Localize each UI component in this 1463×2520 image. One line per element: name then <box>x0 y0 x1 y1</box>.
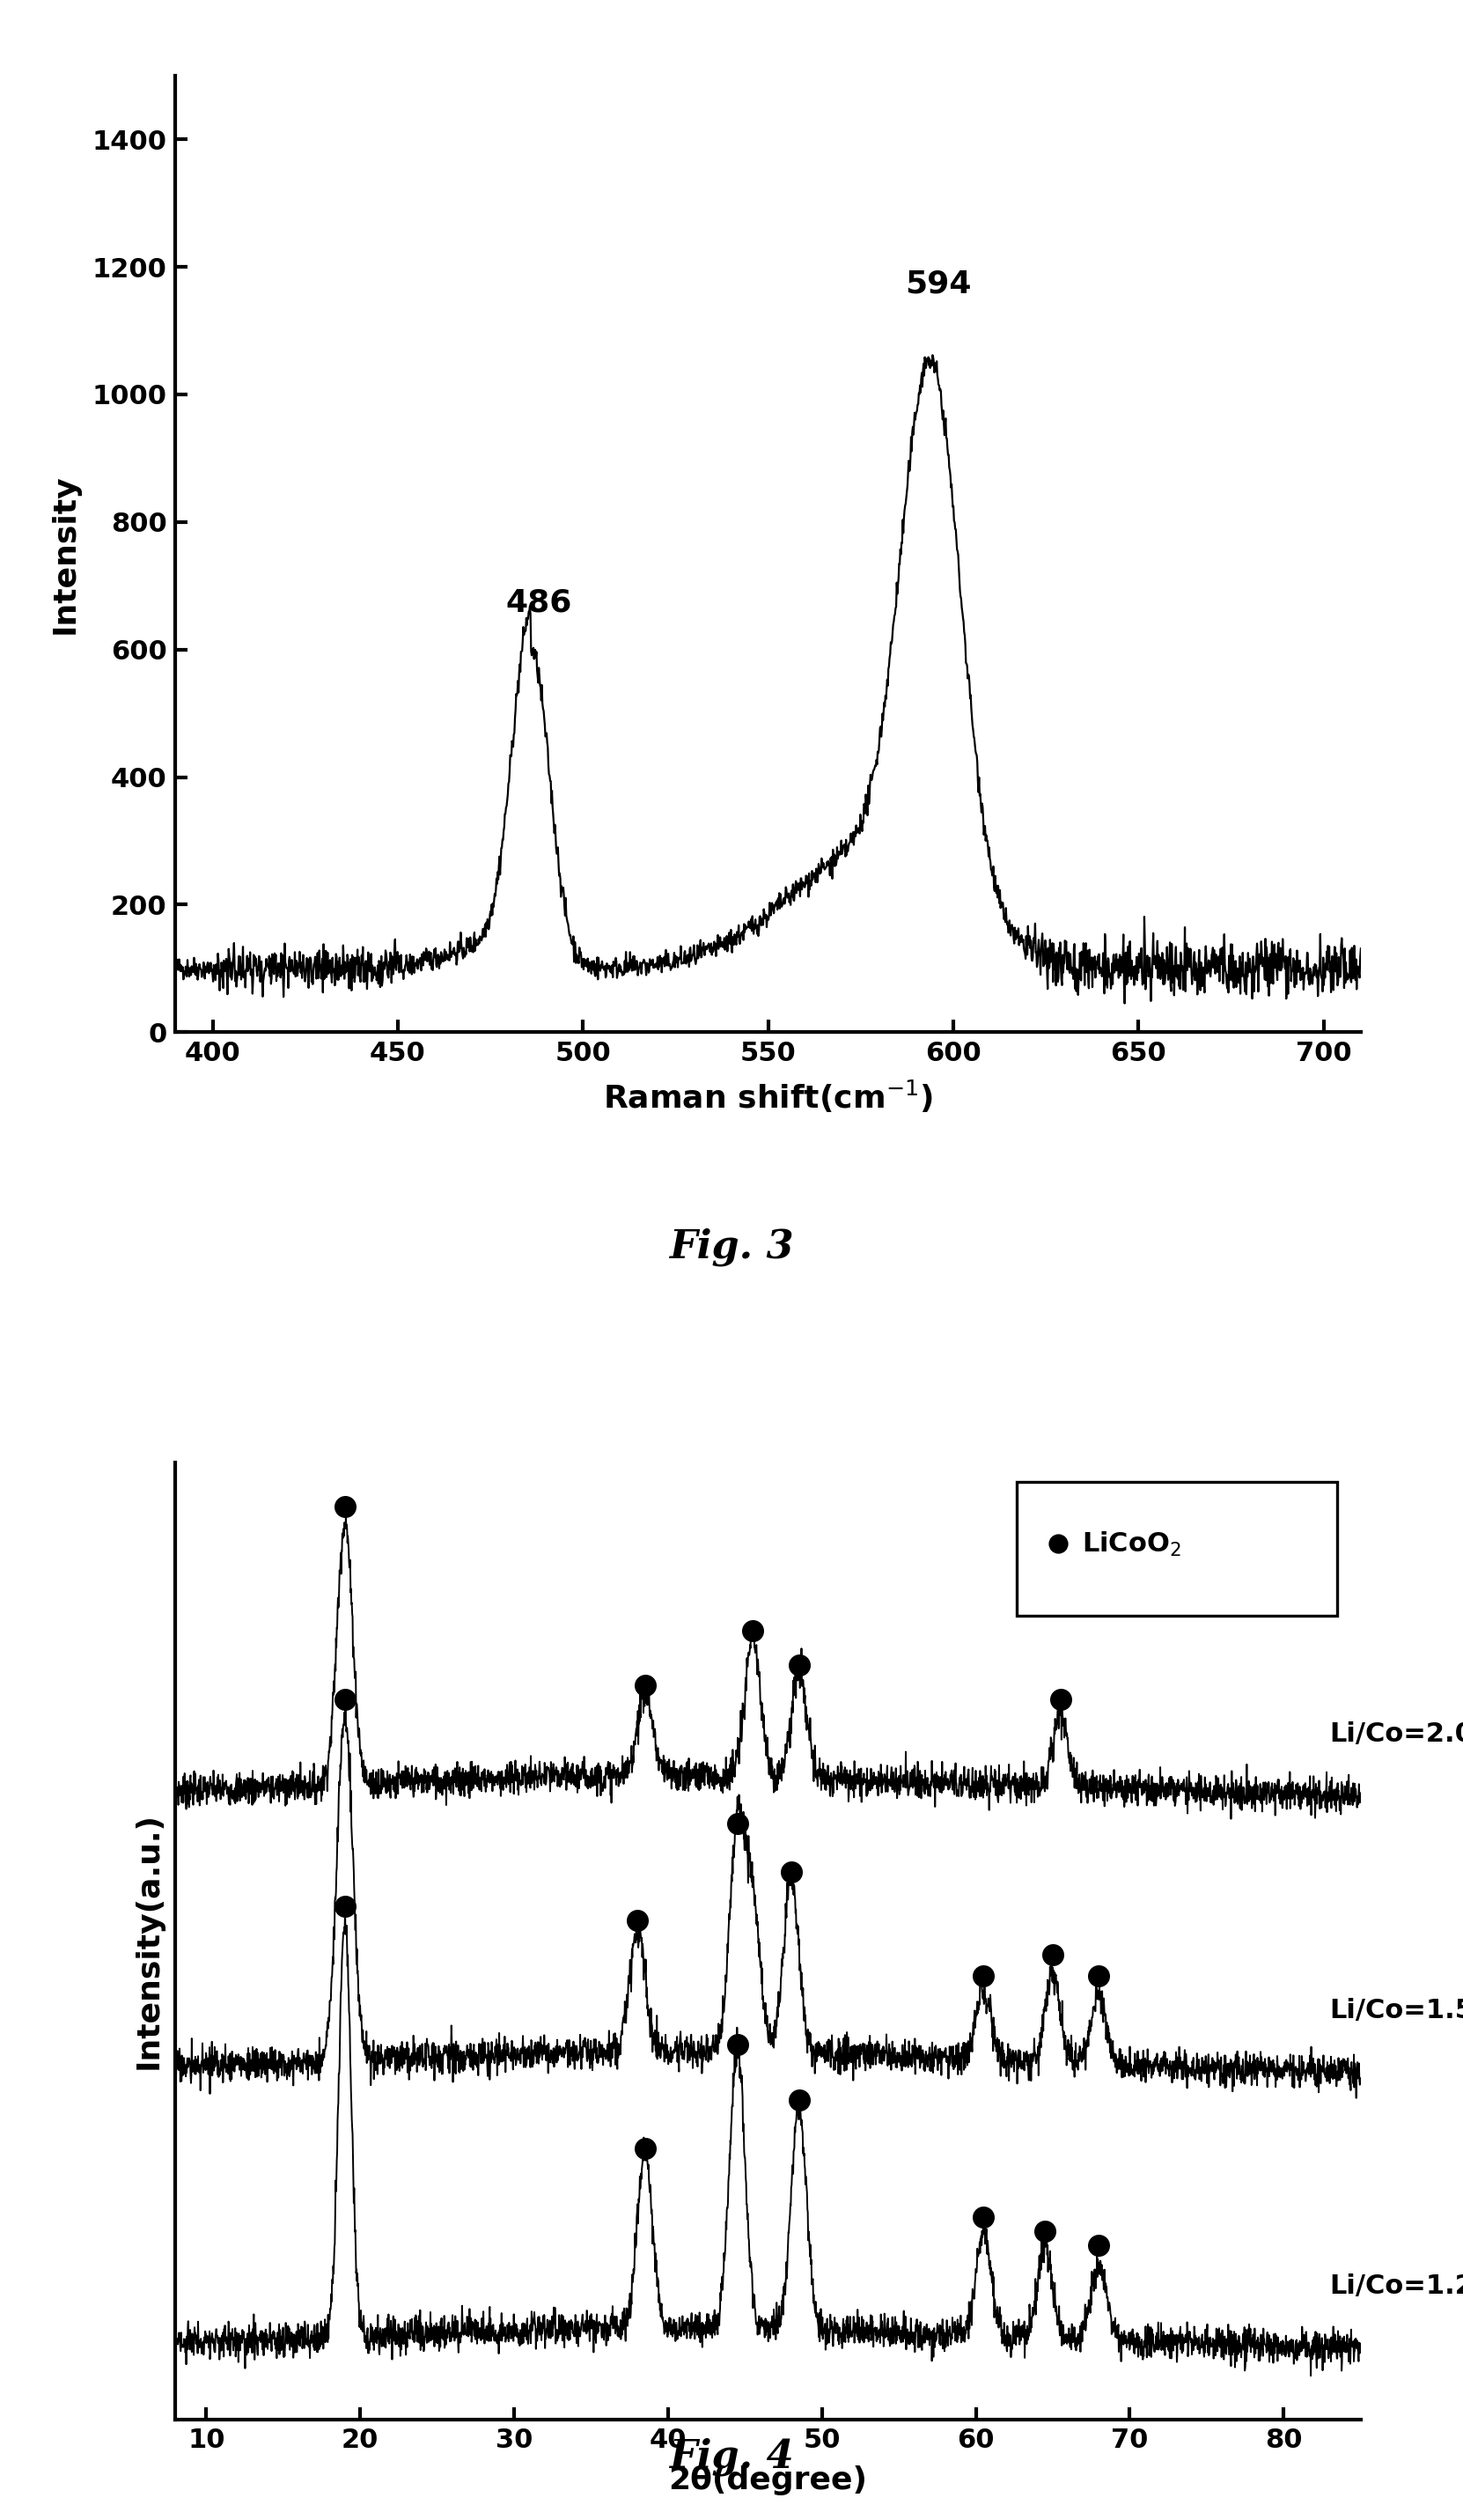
X-axis label: 2θ(degree): 2θ(degree) <box>669 2465 868 2495</box>
Text: Fig. 3: Fig. 3 <box>669 1227 794 1268</box>
Text: Li/Co=1.5: Li/Co=1.5 <box>1330 1998 1463 2024</box>
Text: 594: 594 <box>906 270 971 297</box>
Text: Fig. 4: Fig. 4 <box>669 2437 794 2477</box>
Text: Li/Co=2.0: Li/Co=2.0 <box>1330 1721 1463 1746</box>
Text: 486: 486 <box>505 587 572 617</box>
FancyBboxPatch shape <box>1017 1482 1337 1615</box>
Text: LiCoO$_2$: LiCoO$_2$ <box>1083 1530 1182 1557</box>
Y-axis label: Intensity(a.u.): Intensity(a.u.) <box>133 1812 164 2069</box>
Y-axis label: Intensity: Intensity <box>50 474 80 635</box>
Text: Li/Co=1.2: Li/Co=1.2 <box>1330 2273 1463 2298</box>
X-axis label: Raman shift(cm$^{-1}$): Raman shift(cm$^{-1}$) <box>603 1079 933 1114</box>
